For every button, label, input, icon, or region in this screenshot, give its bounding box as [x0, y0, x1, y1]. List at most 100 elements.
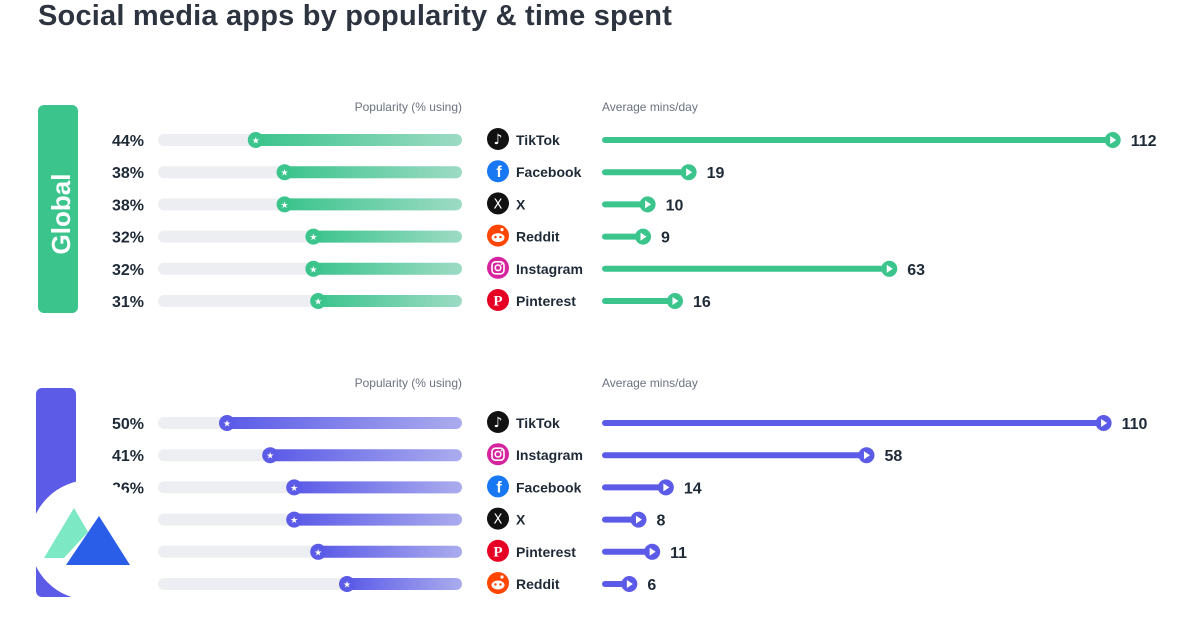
reddit-face	[491, 233, 505, 243]
mins-bar	[602, 201, 648, 208]
reddit-antenna	[500, 228, 504, 232]
app-name: X	[516, 196, 526, 212]
app-name: X	[516, 512, 526, 528]
mins-label: 112	[1131, 133, 1157, 150]
popularity-bar	[313, 262, 462, 275]
x-glyph: X	[494, 197, 503, 212]
x-icon	[487, 192, 509, 215]
popularity-label: 41%	[112, 448, 144, 465]
instagram-icon	[487, 256, 509, 279]
star-icon: ★	[252, 137, 260, 147]
mins-label: 11	[670, 545, 687, 562]
bar-row: 32% ★ Instagram 63	[112, 256, 925, 279]
bar-row: 32% ★ Reddit 9	[112, 224, 670, 247]
bar-row: 50% ★ ♪ TikTok 110	[112, 411, 1148, 433]
popularity-marker	[286, 479, 303, 496]
popularity-label: 38%	[112, 197, 144, 214]
popularity-bar	[227, 417, 462, 429]
mins-header: Average mins/day	[602, 376, 698, 390]
popularity-marker	[339, 576, 355, 592]
app-name: Facebook	[516, 479, 582, 495]
app-name: Reddit	[516, 229, 560, 245]
bar-row: ★ X X 8	[158, 507, 665, 530]
play-icon	[645, 200, 652, 209]
mins-bar	[602, 420, 1104, 426]
pinterest-glyph: P	[493, 544, 502, 560]
instagram-dot	[500, 263, 503, 266]
popularity-marker	[310, 293, 327, 309]
bar-row: 41% ★ Instagram 58	[112, 443, 902, 466]
tiktok-icon	[487, 411, 509, 433]
panel-2: Popularity (% using) Average mins/day 50% ★…	[36, 376, 1148, 597]
star-icon: ★	[309, 265, 317, 275]
popularity-bar	[294, 513, 462, 526]
bar-row: ★ Reddit 6	[158, 572, 656, 594]
instagram-frame	[491, 447, 505, 462]
popularity-bar	[347, 578, 462, 590]
logo-shape-dark	[66, 516, 130, 565]
instagram-dot	[500, 449, 503, 452]
mins-label: 63	[907, 262, 925, 279]
facebook-icon	[487, 475, 509, 498]
mins-label: 110	[1122, 416, 1148, 433]
instagram-lens	[494, 450, 502, 458]
facebook-glyph: f	[496, 164, 502, 181]
popularity-label: 32%	[112, 230, 144, 247]
popularity-header: Popularity (% using)	[355, 100, 462, 114]
instagram-icon	[487, 443, 509, 466]
tiktok-glyph: ♪	[494, 415, 503, 431]
popularity-bar	[318, 545, 462, 558]
play-icon	[886, 264, 893, 273]
mins-label: 14	[684, 480, 702, 497]
mins-bar	[602, 484, 666, 491]
app-name: Pinterest	[516, 293, 576, 309]
bar-row: 44% ★ ♪ TikTok 112	[112, 128, 1157, 150]
popularity-marker	[286, 511, 303, 528]
bar-row: 36% ★ f Facebook 14	[112, 475, 702, 498]
popularity-label: 44%	[112, 133, 144, 150]
reddit-eye	[499, 583, 502, 586]
popularity-marker	[276, 196, 293, 213]
tiktok-icon	[487, 128, 509, 150]
mins-label: 8	[656, 513, 665, 530]
play-icon	[686, 168, 693, 177]
popularity-marker	[247, 132, 264, 148]
popularity-marker	[305, 228, 322, 245]
play-icon	[626, 580, 633, 588]
pinterest-icon	[487, 539, 509, 562]
reddit-eye	[494, 235, 497, 239]
play-icon	[640, 232, 647, 241]
play-icon	[663, 483, 670, 492]
bar-row: 38% ★ X X 10	[112, 192, 683, 215]
brand-logo	[30, 480, 150, 600]
popularity-bar	[313, 230, 462, 243]
popularity-label: 31%	[112, 294, 144, 311]
app-name: Instagram	[516, 447, 583, 463]
mins-bar	[602, 233, 644, 240]
mins-label: 6	[647, 577, 656, 594]
mins-bar	[602, 137, 1113, 143]
popularity-bar	[284, 198, 462, 211]
play-icon	[1110, 136, 1117, 144]
reddit-antenna	[500, 575, 504, 579]
facebook-icon	[487, 160, 509, 183]
popularity-marker	[276, 164, 293, 181]
pinterest-icon	[487, 289, 509, 311]
star-icon: ★	[266, 452, 274, 462]
logo-shape-light	[44, 508, 88, 558]
mins-bar	[602, 452, 867, 459]
app-name: Facebook	[516, 164, 582, 180]
play-icon	[1101, 419, 1108, 427]
star-icon: ★	[314, 298, 322, 308]
popularity-header: Popularity (% using)	[355, 376, 462, 390]
popularity-marker	[262, 447, 279, 464]
instagram-lens	[494, 264, 502, 272]
star-icon: ★	[281, 201, 289, 211]
facebook-glyph: f	[496, 479, 502, 496]
play-icon	[863, 451, 870, 460]
popularity-bar	[255, 134, 462, 146]
popularity-label: 32%	[112, 262, 144, 279]
popularity-marker	[219, 415, 235, 431]
star-icon: ★	[223, 420, 231, 430]
